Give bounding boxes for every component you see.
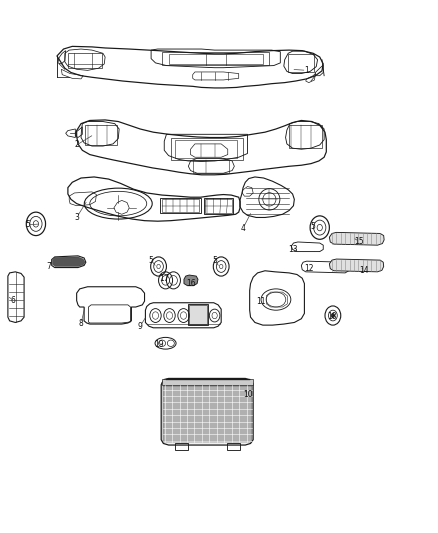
Text: 19: 19 <box>154 341 163 349</box>
Bar <box>169 54 263 64</box>
Text: 12: 12 <box>304 264 314 272</box>
Bar <box>85 125 117 145</box>
Text: 13: 13 <box>288 245 297 254</box>
Text: 8: 8 <box>79 319 83 328</box>
Text: 18: 18 <box>327 312 336 321</box>
Bar <box>160 198 201 213</box>
Text: 17: 17 <box>159 274 169 282</box>
Bar <box>163 386 252 442</box>
Text: 11: 11 <box>256 297 265 305</box>
Text: 3: 3 <box>74 213 79 222</box>
Text: 10: 10 <box>244 390 253 399</box>
Bar <box>162 52 269 65</box>
Polygon shape <box>184 275 198 286</box>
Text: 5: 5 <box>311 222 316 231</box>
Bar <box>204 198 233 214</box>
Text: 15: 15 <box>354 237 364 246</box>
Polygon shape <box>329 259 384 272</box>
Polygon shape <box>329 232 384 245</box>
Text: 1: 1 <box>304 66 309 75</box>
Bar <box>68 53 102 68</box>
Polygon shape <box>53 257 85 266</box>
Bar <box>188 304 208 325</box>
Text: 5: 5 <box>212 256 217 264</box>
Bar <box>162 199 199 212</box>
Bar <box>189 305 207 324</box>
Text: 5: 5 <box>148 256 154 264</box>
Text: 5: 5 <box>25 221 30 229</box>
Text: 7: 7 <box>46 262 52 271</box>
Bar <box>162 379 253 385</box>
Bar <box>175 140 237 158</box>
Bar <box>205 199 232 213</box>
Circle shape <box>331 313 335 318</box>
Text: 2: 2 <box>74 141 79 149</box>
Text: 14: 14 <box>360 266 369 275</box>
Text: 16: 16 <box>186 279 195 288</box>
Polygon shape <box>161 378 253 445</box>
Text: 9: 9 <box>138 322 143 330</box>
Bar <box>289 125 322 148</box>
Bar <box>171 138 243 160</box>
Text: 6: 6 <box>11 296 16 304</box>
Bar <box>193 160 229 173</box>
Bar <box>288 54 314 72</box>
Bar <box>175 443 188 450</box>
Bar <box>227 443 240 450</box>
Text: 4: 4 <box>240 224 246 232</box>
